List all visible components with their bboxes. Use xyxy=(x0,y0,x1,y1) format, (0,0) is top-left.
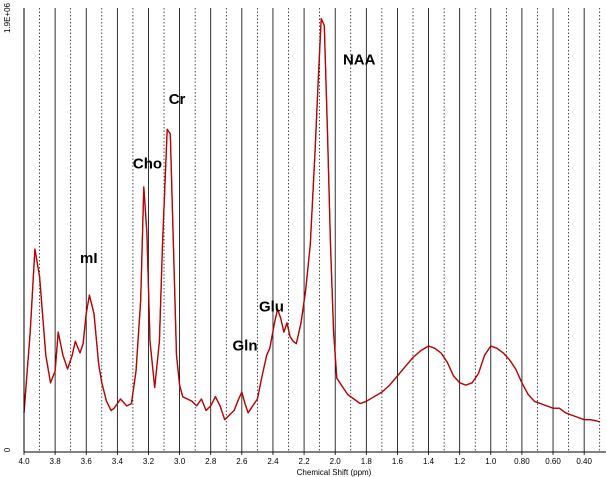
x-tick-label: 1.4 xyxy=(423,457,435,466)
tick-labels: 4.0 3.8 3.6 3.4 3.2 3.0 2.8 2.6 2.4 2.2 2.0 1.8 1.6 1… xyxy=(3,2,592,466)
x-tick-label: 2.6 xyxy=(236,457,248,466)
x-tick-label: 3.4 xyxy=(112,457,124,466)
series-lines xyxy=(23,17,600,423)
x-tick-label: 0.40 xyxy=(576,457,592,466)
x-tick-label: 1.6 xyxy=(392,457,404,466)
peak-label-gln: Gln xyxy=(233,338,258,355)
peak-label-cho: Cho xyxy=(133,155,162,172)
x-tick-label: 1.8 xyxy=(361,457,373,466)
peak-labels: NAA Cr Cho mI Glu Gln xyxy=(80,52,376,355)
axes xyxy=(23,8,606,455)
x-tick-label: 2.0 xyxy=(330,457,342,466)
x-tick-label: 1.2 xyxy=(454,457,466,466)
x-tick-label: 0.60 xyxy=(545,457,561,466)
x-tick-label: 4.0 xyxy=(18,457,30,466)
x-tick-label: 3.8 xyxy=(50,457,62,466)
x-tick-label: 2.2 xyxy=(299,457,311,466)
x-tick-label: 2.4 xyxy=(267,457,279,466)
grid xyxy=(23,8,601,452)
peak-label-mi: mI xyxy=(80,250,98,267)
x-tick-label: 3.0 xyxy=(174,457,186,466)
y-tick-label: 0 xyxy=(3,447,12,452)
x-tick-label: 0.80 xyxy=(514,457,530,466)
x-tick-label: 2.8 xyxy=(205,457,217,466)
peak-label-glu: Glu xyxy=(259,298,284,315)
peak-label-naa: NAA xyxy=(343,52,376,69)
x-axis-title: Chemical Shift (ppm) xyxy=(297,468,372,477)
fitted-spectrum-line xyxy=(23,17,600,423)
x-tick-label: 1.0 xyxy=(485,457,497,466)
x-tick-label: 3.2 xyxy=(143,457,155,466)
x-tick-label: 3.6 xyxy=(81,457,93,466)
peak-label-cr: Cr xyxy=(169,91,186,108)
y-tick-label: 1.9E+06 xyxy=(3,2,12,33)
